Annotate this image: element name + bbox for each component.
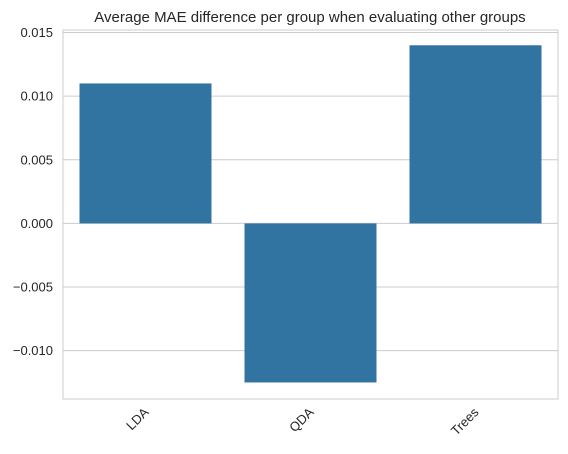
x-tick-label-lda: LDA [123, 404, 152, 433]
y-tick-label: −0.005 [13, 280, 53, 295]
x-tick-label-trees: Trees [448, 404, 482, 438]
y-tick-label: 0.005 [20, 152, 53, 167]
y-tick-label: 0.010 [20, 89, 53, 104]
y-tick-label: −0.010 [13, 343, 53, 358]
x-axis-ticks: LDA QDA Trees [123, 404, 482, 438]
y-axis-ticks: 0.015 0.010 0.005 0.000 −0.005 −0.010 [13, 25, 53, 358]
bars [79, 45, 542, 383]
bar-qda [244, 223, 377, 383]
chart-title: Average MAE difference per group when ev… [94, 9, 525, 26]
bar-lda [79, 83, 212, 224]
y-tick-label: 0.000 [20, 216, 53, 231]
x-tick-label-qda: QDA [286, 404, 317, 435]
bar-trees [409, 45, 542, 224]
plot-frame [62, 29, 559, 400]
y-tick-label: 0.015 [20, 25, 53, 40]
